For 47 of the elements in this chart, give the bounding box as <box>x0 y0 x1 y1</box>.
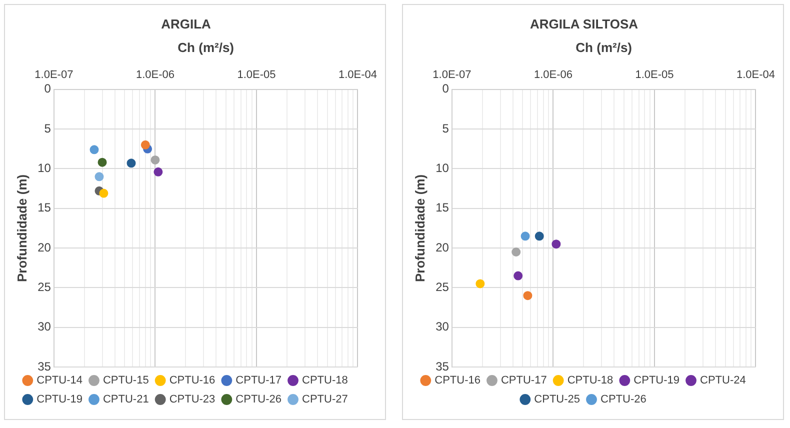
y-tick-label: 5 <box>44 121 52 136</box>
y-tick-label: 15 <box>38 200 52 215</box>
x-tick-label: 1.0E-05 <box>635 68 674 81</box>
y-tick-label: 10 <box>38 161 52 176</box>
y-tick-label: 25 <box>38 280 52 294</box>
legend-label: CPTU-14 <box>36 374 82 387</box>
legend-label: CPTU-16 <box>169 374 216 387</box>
legend-label: CPTU-16 <box>434 374 480 387</box>
legend-label: CPTU-18 <box>567 374 614 387</box>
legend-label: CPTU-26 <box>236 394 282 406</box>
legend-label: CPTU-27 <box>302 394 348 406</box>
y-tick-label: 35 <box>436 359 450 374</box>
legend-label: CPTU-25 <box>534 394 580 406</box>
x-tick-label: 1.0E-05 <box>237 68 276 81</box>
x-axis-title: Ch (m²/s) <box>576 40 632 55</box>
y-tick-label: 20 <box>38 240 52 254</box>
chart-title: ARGILA <box>161 16 212 32</box>
y-tick-label: 10 <box>436 161 450 176</box>
x-axis-title: Ch (m²/s) <box>178 40 234 55</box>
x-tick-label: 1.0E-07 <box>432 68 472 81</box>
legend-label: CPTU-19 <box>36 394 82 406</box>
legend-label: CPTU-26 <box>600 394 646 406</box>
y-tick-label: 35 <box>38 359 52 374</box>
chart-title: ARGILA SILTOSA <box>530 16 639 32</box>
x-tick-label: 1.0E-04 <box>338 68 377 81</box>
legend-label: CPTU-19 <box>634 374 680 387</box>
legend-label: CPTU-23 <box>169 394 216 406</box>
y-tick-label: 30 <box>436 320 450 334</box>
y-tick-label: 25 <box>436 280 450 294</box>
x-tick-label: 1.0E-07 <box>34 68 74 81</box>
y-tick-label: 0 <box>442 82 450 96</box>
y-tick-label: 30 <box>38 320 52 334</box>
x-tick-label: 1.0E-06 <box>534 68 572 81</box>
x-tick-label: 1.0E-04 <box>736 68 775 81</box>
y-tick-label: 5 <box>442 121 450 136</box>
y-axis-title: Profundidade (m) <box>14 174 30 282</box>
y-axis-title: Profundidade (m) <box>412 174 428 282</box>
legend-label: CPTU-15 <box>102 374 149 387</box>
y-tick-label: 15 <box>436 200 450 215</box>
legend-label: CPTU-17 <box>500 374 547 387</box>
x-tick-label: 1.0E-06 <box>136 68 174 81</box>
legend-label: CPTU-17 <box>236 374 282 387</box>
y-tick-label: 20 <box>436 240 450 254</box>
y-tick-label: 0 <box>44 82 52 96</box>
legend-label: CPTU-18 <box>302 374 348 387</box>
legend-label: CPTU-21 <box>102 394 149 406</box>
legend-label: CPTU-24 <box>700 374 746 387</box>
